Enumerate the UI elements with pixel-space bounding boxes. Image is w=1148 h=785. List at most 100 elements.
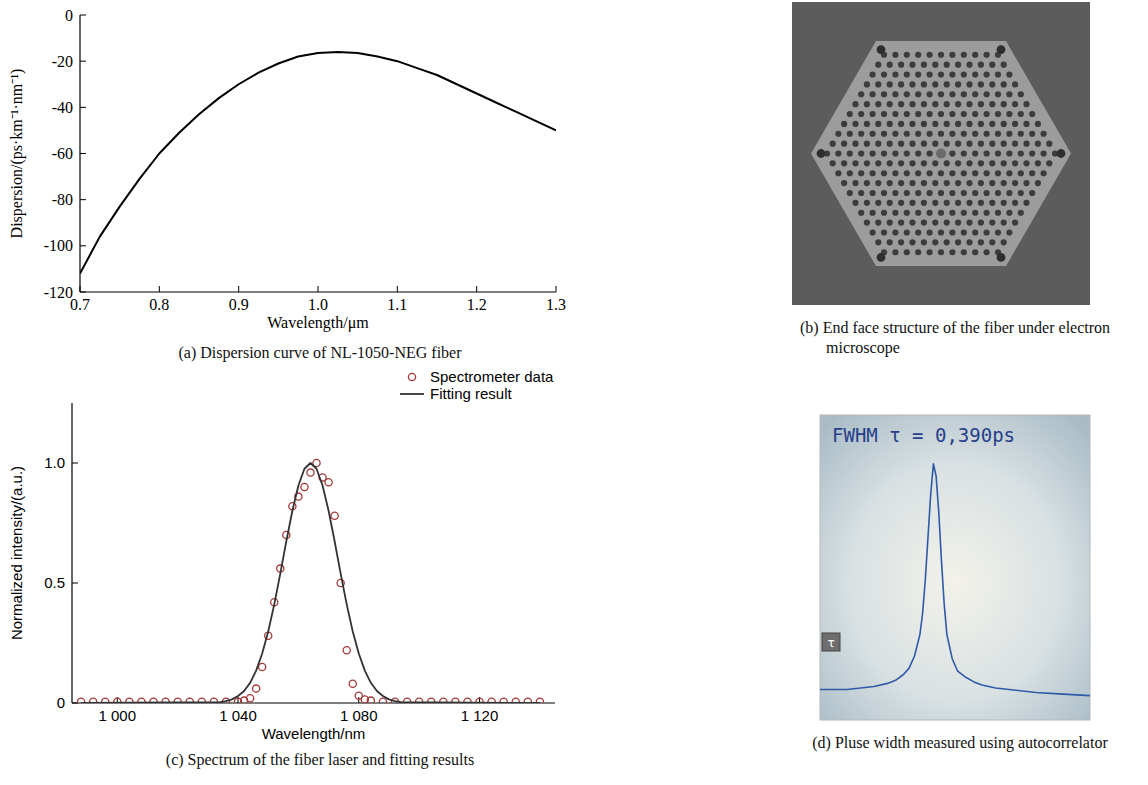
air-hole bbox=[915, 150, 921, 156]
air-hole bbox=[898, 121, 904, 127]
air-hole bbox=[944, 81, 950, 87]
data-point bbox=[379, 698, 386, 703]
x-axis-title: Wavelength/nm bbox=[262, 725, 366, 742]
data-point bbox=[367, 697, 374, 703]
air-hole bbox=[1023, 141, 1029, 147]
air-hole bbox=[949, 52, 955, 58]
air-hole bbox=[961, 249, 967, 255]
air-hole bbox=[870, 150, 876, 156]
y-tick bbox=[80, 15, 86, 16]
air-hole bbox=[949, 190, 955, 196]
y-tick bbox=[80, 199, 86, 200]
air-hole bbox=[995, 229, 1001, 235]
air-hole bbox=[944, 180, 950, 186]
y-axis-title: Normalized intensity/(a.u.) bbox=[8, 466, 25, 640]
air-hole bbox=[995, 170, 1001, 176]
air-hole bbox=[984, 190, 990, 196]
air-hole bbox=[870, 229, 876, 235]
x-tick-label: 1 080 bbox=[340, 707, 378, 724]
air-hole bbox=[995, 190, 1001, 196]
air-hole bbox=[949, 170, 955, 176]
air-hole bbox=[864, 220, 870, 226]
corner-hole bbox=[1057, 149, 1066, 158]
air-hole bbox=[1046, 160, 1052, 166]
air-hole bbox=[978, 220, 984, 226]
air-hole bbox=[1001, 239, 1007, 245]
air-hole bbox=[921, 200, 927, 206]
air-hole bbox=[909, 239, 915, 245]
air-hole bbox=[858, 150, 864, 156]
air-hole bbox=[955, 101, 961, 107]
air-hole bbox=[932, 239, 938, 245]
air-hole bbox=[858, 91, 864, 97]
air-hole bbox=[915, 131, 921, 137]
air-hole bbox=[932, 180, 938, 186]
air-hole bbox=[927, 111, 933, 117]
air-hole bbox=[972, 71, 978, 77]
air-hole bbox=[989, 239, 995, 245]
air-hole bbox=[887, 62, 893, 68]
y-tick-label: 1.0 bbox=[44, 454, 65, 471]
air-hole bbox=[858, 170, 864, 176]
air-hole bbox=[938, 71, 944, 77]
air-hole bbox=[1029, 111, 1035, 117]
air-hole bbox=[949, 71, 955, 77]
air-hole bbox=[1018, 131, 1024, 137]
air-hole bbox=[875, 62, 881, 68]
air-hole bbox=[938, 210, 944, 216]
y-tick bbox=[80, 107, 86, 108]
air-hole bbox=[887, 239, 893, 245]
air-hole bbox=[955, 62, 961, 68]
air-hole bbox=[938, 249, 944, 255]
air-hole bbox=[892, 210, 898, 216]
air-hole bbox=[984, 111, 990, 117]
air-hole bbox=[915, 91, 921, 97]
air-hole bbox=[1018, 150, 1024, 156]
x-tick-label: 1 000 bbox=[99, 707, 137, 724]
plot-area bbox=[80, 52, 556, 274]
air-hole bbox=[1006, 229, 1012, 235]
air-hole bbox=[949, 210, 955, 216]
air-hole bbox=[989, 101, 995, 107]
air-hole bbox=[927, 52, 933, 58]
air-hole bbox=[966, 141, 972, 147]
cursor-box bbox=[822, 633, 840, 651]
air-hole bbox=[1041, 170, 1047, 176]
x-tick bbox=[476, 286, 477, 292]
air-hole bbox=[1001, 200, 1007, 206]
air-hole bbox=[955, 180, 961, 186]
y-tick-label: 0.5 bbox=[44, 574, 65, 591]
air-hole bbox=[995, 71, 1001, 77]
air-hole bbox=[995, 131, 1001, 137]
air-hole bbox=[938, 170, 944, 176]
air-hole bbox=[966, 62, 972, 68]
air-hole bbox=[989, 220, 995, 226]
air-hole bbox=[932, 200, 938, 206]
air-hole bbox=[1012, 101, 1018, 107]
air-hole bbox=[961, 170, 967, 176]
air-hole bbox=[847, 190, 853, 196]
air-hole bbox=[898, 239, 904, 245]
corner-hole bbox=[877, 45, 886, 54]
x-tick-label: 1.2 bbox=[467, 296, 487, 313]
air-hole bbox=[909, 141, 915, 147]
air-hole bbox=[921, 81, 927, 87]
air-hole bbox=[875, 220, 881, 226]
plot-area bbox=[77, 459, 543, 703]
x-tick-label: 0.9 bbox=[229, 296, 249, 313]
air-hole bbox=[921, 141, 927, 147]
plot-frame bbox=[820, 415, 1090, 720]
plot-area bbox=[820, 464, 1090, 696]
air-hole bbox=[858, 131, 864, 137]
air-hole bbox=[1029, 150, 1035, 156]
air-hole bbox=[915, 111, 921, 117]
air-hole bbox=[961, 190, 967, 196]
air-hole bbox=[921, 62, 927, 68]
air-hole bbox=[898, 220, 904, 226]
air-hole bbox=[932, 160, 938, 166]
air-hole bbox=[955, 160, 961, 166]
air-hole bbox=[944, 239, 950, 245]
air-hole bbox=[949, 91, 955, 97]
air-hole bbox=[830, 141, 836, 147]
chart-0: 0.70.80.91.01.11.21.3-120-100-80-60-40-2… bbox=[8, 7, 566, 332]
